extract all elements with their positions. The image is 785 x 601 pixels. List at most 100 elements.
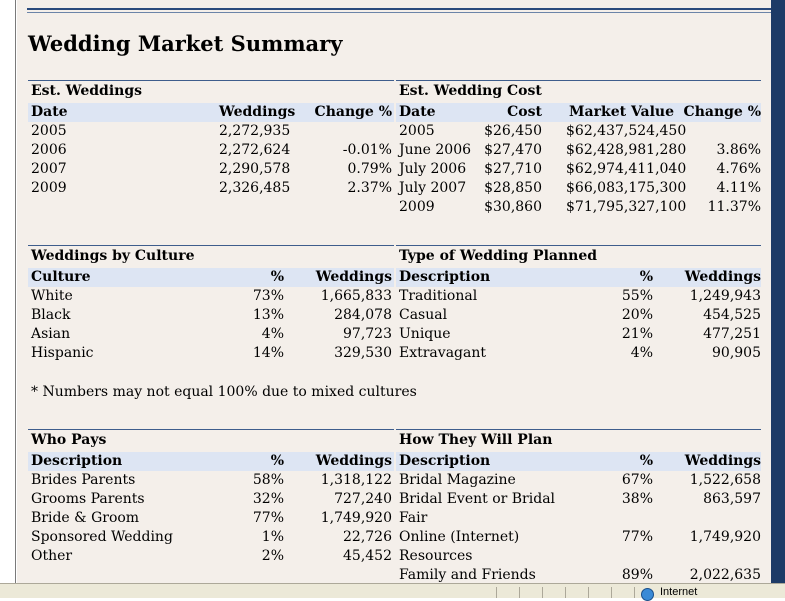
cell-weddings: 2,290,578: [219, 161, 291, 177]
cell-description: Bride & Groom: [31, 510, 140, 526]
status-divider: [565, 587, 566, 598]
status-divider: [496, 587, 497, 598]
cell-percent: 55%: [621, 288, 653, 304]
cell-date: 2007: [31, 161, 67, 177]
cell-description: Casual: [399, 307, 448, 323]
table-header-band: [396, 268, 761, 287]
cell-date: July 2007: [399, 180, 467, 196]
cell-cost: $28,850: [484, 180, 542, 196]
table-header-band: [28, 103, 394, 122]
left-frame-gutter: [0, 0, 17, 583]
section-title-type-planned: Type of Wedding Planned: [399, 248, 598, 264]
col-header-weddings: Weddings: [315, 453, 392, 469]
cell-description: Other: [31, 548, 73, 564]
cell-percent: 21%: [621, 326, 653, 342]
cell-percent: 38%: [621, 491, 653, 507]
col-header-weddings: Weddings: [315, 269, 392, 285]
col-header-date: Date: [31, 104, 68, 120]
frame-border-line: [15, 0, 16, 583]
col-header-percent: %: [639, 453, 653, 469]
cell-date: July 2006: [399, 161, 467, 177]
cell-weddings: 329,530: [334, 345, 392, 361]
cell-change: 0.79%: [347, 161, 392, 177]
cell-weddings: 2,022,635: [689, 567, 761, 583]
page-title: Wedding Market Summary: [28, 31, 343, 56]
cell-percent: 67%: [621, 472, 653, 488]
cell-weddings: 2,326,485: [219, 180, 291, 196]
cell-change: 3.86%: [716, 142, 761, 158]
top-rule: [27, 8, 771, 10]
security-zone-label: Internet: [660, 586, 698, 598]
status-divider: [542, 587, 543, 598]
cell-weddings: 1,522,658: [689, 472, 761, 488]
cell-market-value: $62,428,981,280: [566, 142, 687, 158]
cell-weddings: 1,318,122: [320, 472, 392, 488]
status-bar: Internet: [0, 583, 785, 601]
cell-culture: Black: [31, 307, 71, 323]
status-divider: [588, 587, 589, 598]
table-header-band: [396, 103, 761, 122]
cell-description: Brides Parents: [31, 472, 136, 488]
section-rule: [28, 80, 394, 81]
cell-culture: White: [31, 288, 73, 304]
cell-weddings: 97,723: [343, 326, 392, 342]
cell-cost: $30,860: [484, 199, 542, 215]
cell-percent: 89%: [621, 567, 653, 583]
cell-description: Unique: [399, 326, 451, 342]
col-header-culture: Culture: [31, 269, 91, 285]
cell-market-value: $71,795,327,100: [566, 199, 687, 215]
cell-change: 2.37%: [347, 180, 392, 196]
section-rule: [28, 429, 394, 430]
cell-cost: $27,710: [484, 161, 542, 177]
cell-description: Bridal Event or Bridal: [399, 491, 556, 507]
cell-market-value: $62,974,411,040: [566, 161, 687, 177]
col-header-percent: %: [270, 269, 284, 285]
cell-culture: Hispanic: [31, 345, 94, 361]
status-divider: [519, 587, 520, 598]
footnote: * Numbers may not equal 100% due to mixe…: [31, 384, 417, 400]
status-divider: [611, 587, 612, 598]
cell-description: Bridal Magazine: [399, 472, 516, 488]
status-divider: [634, 587, 635, 598]
cell-percent: 77%: [252, 510, 284, 526]
cell-description: Extravagant: [399, 345, 486, 361]
globe-icon: [641, 588, 654, 601]
cell-weddings: 1,665,833: [320, 288, 392, 304]
cell-weddings: 284,078: [334, 307, 392, 323]
cell-percent: 20%: [621, 307, 653, 323]
page-content: Wedding Market Summary Est. Weddings Dat…: [17, 0, 771, 583]
cell-weddings: 2,272,624: [219, 142, 291, 158]
cell-market-value: $62,437,524,450: [566, 123, 687, 139]
cell-percent: 1%: [261, 529, 284, 545]
col-header-change: Change %: [314, 104, 392, 120]
cell-date: 2009: [31, 180, 67, 196]
cell-description: Traditional: [399, 288, 478, 304]
cell-weddings: 90,905: [712, 345, 761, 361]
cell-change: 11.37%: [707, 199, 761, 215]
cell-weddings: 727,240: [334, 491, 392, 507]
table-header-band: [28, 452, 394, 471]
col-header-percent: %: [270, 453, 284, 469]
section-title-how-plan: How They Will Plan: [399, 432, 553, 448]
col-header-description: Description: [31, 453, 123, 469]
cell-weddings: 2,272,935: [219, 123, 291, 139]
table-header-band: [28, 268, 394, 287]
vertical-scrollbar[interactable]: [771, 0, 785, 583]
cell-description: Resources: [399, 548, 473, 564]
cell-weddings: 477,251: [703, 326, 761, 342]
cell-market-value: $66,083,175,300: [566, 180, 687, 196]
cell-cost: $27,470: [484, 142, 542, 158]
col-header-weddings: Weddings: [684, 453, 761, 469]
cell-percent: 13%: [252, 307, 284, 323]
cell-percent: 4%: [261, 326, 284, 342]
cell-percent: 14%: [252, 345, 284, 361]
section-title-culture: Weddings by Culture: [31, 248, 195, 264]
cell-change: -0.01%: [342, 142, 392, 158]
cell-change: 4.76%: [716, 161, 761, 177]
cell-weddings: 863,597: [703, 491, 761, 507]
cell-culture: Asian: [31, 326, 71, 342]
cell-percent: 4%: [630, 345, 653, 361]
cell-date: June 2006: [399, 142, 472, 158]
cell-description: Family and Friends: [399, 567, 536, 583]
cell-weddings: 1,749,920: [320, 510, 392, 526]
